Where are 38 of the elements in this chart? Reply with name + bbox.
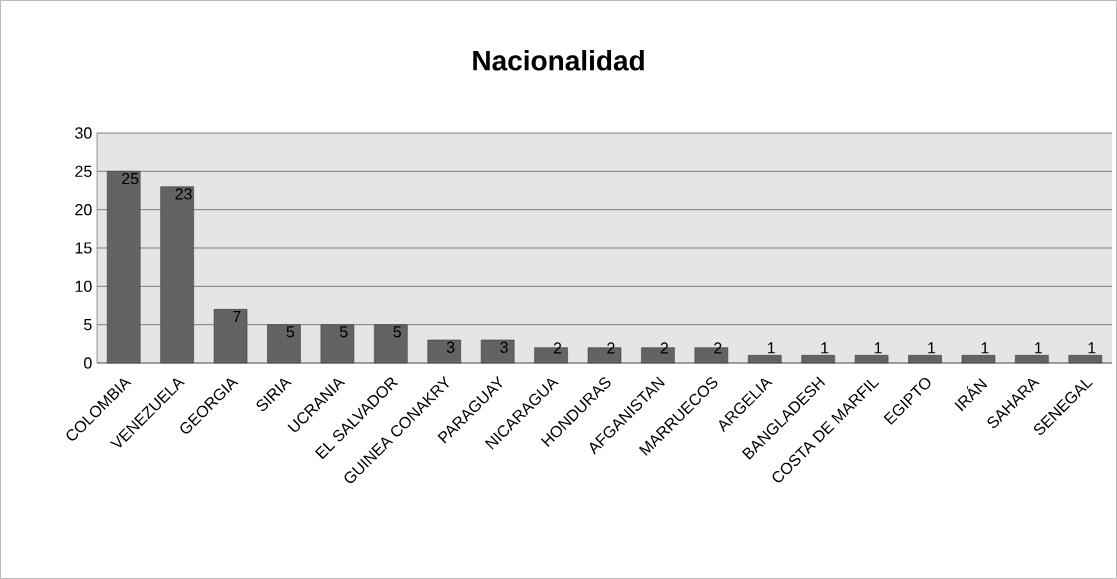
bar (106, 171, 141, 364)
chart-title: Nacionalidad (473, 50, 644, 71)
bar (1015, 355, 1049, 364)
bar (854, 355, 889, 364)
data-label: 1 (767, 342, 775, 354)
bar (213, 309, 248, 364)
y-tick-label: 25 (75, 165, 92, 177)
bar (320, 324, 355, 364)
data-label: 1 (928, 342, 936, 354)
data-label: 1 (981, 342, 989, 354)
data-label: 3 (446, 341, 455, 353)
bar (427, 339, 462, 364)
bar (748, 355, 782, 364)
bar (801, 355, 835, 364)
data-label: 5 (286, 326, 295, 338)
data-label: 5 (340, 326, 348, 338)
bar (160, 186, 194, 364)
data-label: 25 (122, 172, 139, 185)
y-tick-label: 20 (75, 204, 92, 216)
data-label: 1 (874, 342, 882, 354)
data-label: 1 (821, 342, 829, 354)
bar (961, 355, 996, 364)
data-label: 1 (1088, 342, 1096, 354)
data-label: 3 (500, 341, 508, 353)
y-tick-label: 0 (84, 357, 92, 369)
bar (374, 324, 408, 364)
y-tick-label: 15 (75, 242, 92, 254)
data-label: 23 (175, 188, 192, 200)
data-label: 7 (233, 310, 241, 322)
bar (1068, 355, 1103, 364)
y-tick-label: 10 (75, 280, 92, 292)
y-tick-label: 30 (75, 127, 92, 139)
data-label: 5 (393, 326, 401, 338)
bar (480, 339, 515, 364)
bar (908, 355, 942, 364)
data-label: 1 (1035, 342, 1042, 354)
bar (267, 324, 301, 364)
y-tick-label: 5 (84, 319, 92, 331)
